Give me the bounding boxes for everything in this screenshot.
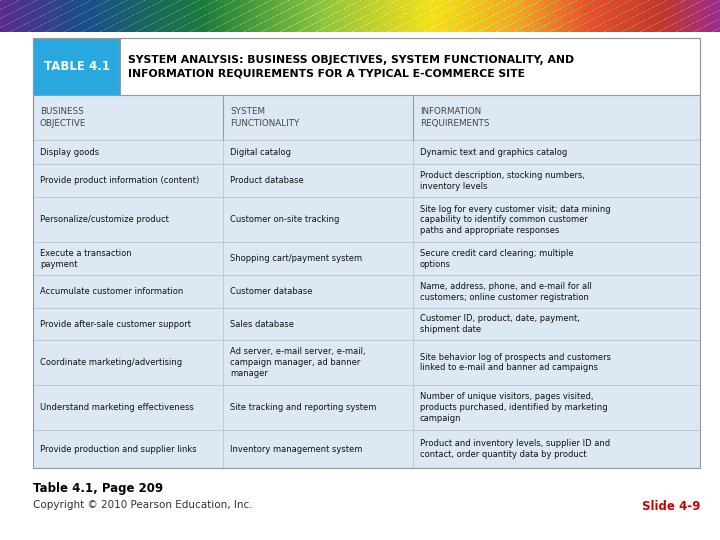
Text: Ad server, e-mail server, e-mail,
campaign manager, ad banner
manager: Ad server, e-mail server, e-mail, campai…	[230, 347, 366, 378]
Text: Personalize/customize product: Personalize/customize product	[40, 215, 169, 224]
Bar	[33, 275, 700, 308]
Text: Number of unique visitors, pages visited,
products purchased, identified by mark: Number of unique visitors, pages visited…	[420, 393, 608, 423]
Text: SYSTEM
FUNCTIONALITY: SYSTEM FUNCTIONALITY	[230, 107, 300, 127]
Text: Product and inventory levels, supplier ID and
contact, order quantity data by pr: Product and inventory levels, supplier I…	[420, 439, 610, 459]
Text: Customer on-site tracking: Customer on-site tracking	[230, 215, 339, 224]
Text: Sales database: Sales database	[230, 320, 294, 329]
Text: Dynamic text and graphics catalog: Dynamic text and graphics catalog	[420, 148, 567, 157]
Text: Copyright © 2010 Pearson Education, Inc.: Copyright © 2010 Pearson Education, Inc.	[33, 500, 253, 510]
Text: Product database: Product database	[230, 177, 304, 185]
Text: Table 4.1, Page 209: Table 4.1, Page 209	[33, 482, 163, 495]
Bar	[120, 38, 700, 95]
Text: Accumulate customer information: Accumulate customer information	[40, 287, 184, 296]
Text: Customer ID, product, date, payment,
shipment date: Customer ID, product, date, payment, shi…	[420, 314, 580, 334]
Bar	[33, 308, 700, 340]
Text: Shopping cart/payment system: Shopping cart/payment system	[230, 254, 362, 264]
Bar	[33, 340, 700, 385]
Text: Secure credit card clearing; multiple
options: Secure credit card clearing; multiple op…	[420, 249, 574, 269]
Bar	[33, 430, 700, 468]
Text: Provide after-sale customer support: Provide after-sale customer support	[40, 320, 191, 329]
Bar	[33, 140, 700, 164]
Text: BUSINESS
OBJECTIVE: BUSINESS OBJECTIVE	[40, 107, 86, 127]
Text: TABLE 4.1: TABLE 4.1	[43, 60, 109, 73]
Text: Understand marketing effectiveness: Understand marketing effectiveness	[40, 403, 194, 412]
Text: Name, address, phone, and e-mail for all
customers; online customer registration: Name, address, phone, and e-mail for all…	[420, 282, 592, 302]
Text: Site behavior log of prospects and customers
linked to e-mail and banner ad camp: Site behavior log of prospects and custo…	[420, 353, 611, 373]
Text: Slide 4-9: Slide 4-9	[642, 500, 700, 513]
Text: Site tracking and reporting system: Site tracking and reporting system	[230, 403, 377, 412]
Bar	[33, 164, 700, 197]
Text: Display goods: Display goods	[40, 148, 99, 157]
Text: Digital catalog: Digital catalog	[230, 148, 291, 157]
Text: Inventory management system: Inventory management system	[230, 444, 362, 454]
Text: INFORMATION
REQUIREMENTS: INFORMATION REQUIREMENTS	[420, 107, 490, 127]
Bar	[33, 95, 700, 140]
Text: Coordinate marketing/advertising: Coordinate marketing/advertising	[40, 358, 182, 367]
Bar	[33, 38, 700, 468]
Bar	[33, 38, 120, 95]
Bar	[33, 197, 700, 242]
Bar	[33, 242, 700, 275]
Text: Execute a transaction
payment: Execute a transaction payment	[40, 249, 132, 269]
Text: Provide production and supplier links: Provide production and supplier links	[40, 444, 197, 454]
Text: Product description, stocking numbers,
inventory levels: Product description, stocking numbers, i…	[420, 171, 585, 191]
Text: SYSTEM ANALYSIS: BUSINESS OBJECTIVES, SYSTEM FUNCTIONALITY, AND
INFORMATION REQU: SYSTEM ANALYSIS: BUSINESS OBJECTIVES, SY…	[128, 55, 574, 78]
Text: Provide product information (content): Provide product information (content)	[40, 177, 199, 185]
Text: Customer database: Customer database	[230, 287, 312, 296]
Text: Site log for every customer visit; data mining
capability to identify common cus: Site log for every customer visit; data …	[420, 205, 611, 235]
Bar	[33, 385, 700, 430]
